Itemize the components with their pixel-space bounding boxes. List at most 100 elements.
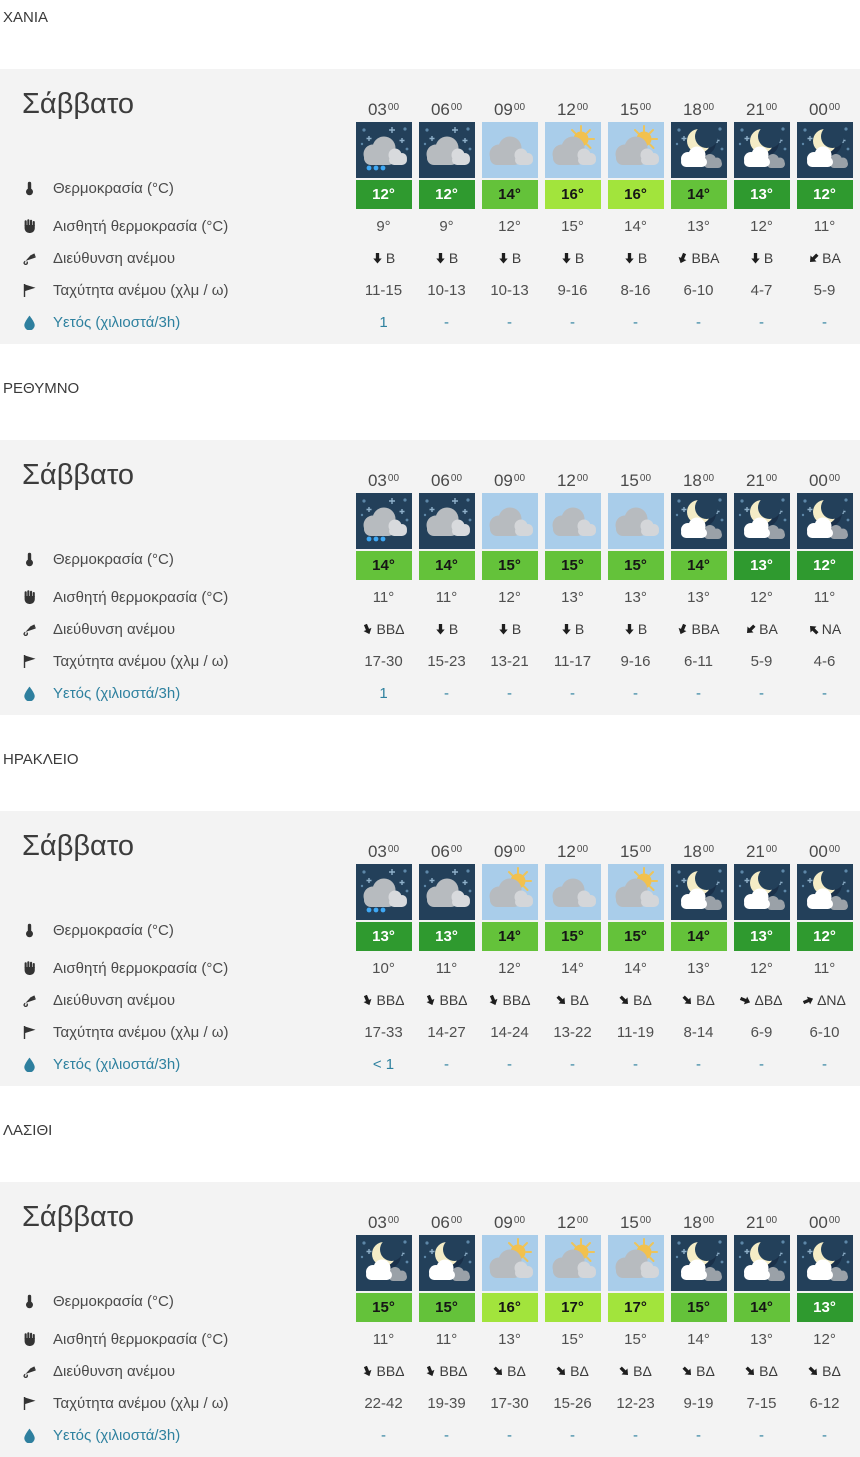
temperature-cell: 15° — [544, 922, 601, 951]
time-hour: 03 — [367, 1213, 387, 1232]
temperature-row: Θερμοκρασία (°C) 14° 14° 15° 15° 15° 14° 13° 12° — [0, 551, 860, 581]
time-hour: 09 — [493, 100, 513, 119]
wind-direction-cell: Β — [415, 250, 478, 266]
weather-icon-night-moon-cloud — [796, 122, 853, 178]
time-header: 15 00 — [604, 101, 667, 119]
wind-speed-label-cell: Ταχύτητα ανέμου (χλμ / ω) — [0, 282, 352, 299]
time-header: 18 00 — [667, 1214, 730, 1232]
wind-direction-abbr: ΒΔ — [570, 1363, 589, 1379]
temperature-cell: 17° — [607, 1293, 664, 1322]
time-header: 09 00 — [478, 101, 541, 119]
temperature-cell: 12° — [796, 922, 853, 951]
weather-icon-cell — [604, 122, 667, 178]
wind-direction-cell: Β — [604, 621, 667, 637]
feels-like-value: 13° — [624, 588, 647, 606]
wind-direction-cell: ΒΒΔ — [415, 1363, 478, 1379]
wind-speed-value: 14-24 — [490, 1023, 529, 1041]
weather-icon-cell — [415, 122, 478, 178]
time-minutes: 00 — [828, 473, 841, 484]
wind-speed-value: 6-9 — [750, 1023, 773, 1041]
row-label: Υετός (χιλιοστά/3h) — [53, 1426, 181, 1444]
time-minutes: 00 — [387, 473, 400, 484]
precipitation-row: Υετός (χιλιοστά/3h) 1 - - - - - - - — [0, 306, 860, 338]
weather-icon-cell — [667, 122, 730, 178]
temperature-cell: 14° — [733, 1293, 790, 1322]
temperature-cell-wrap: 12° — [793, 922, 856, 951]
feels-like-value: 12° — [750, 959, 773, 977]
temperature-cell: 16° — [481, 1293, 538, 1322]
precipitation-value: 1 — [379, 684, 388, 702]
temperature-cell-wrap: 13° — [730, 551, 793, 580]
thermometer-icon — [26, 181, 33, 196]
weather-icon-cell — [793, 122, 856, 178]
feels-like-value: 14° — [624, 959, 647, 977]
feels-like-value: 12° — [813, 1330, 836, 1348]
weather-icon-cell — [352, 493, 415, 549]
wind-direction-cell: ΒΒΔ — [352, 1363, 415, 1379]
weather-icon-night-moon-cloud — [355, 1235, 412, 1291]
weather-icon-cell — [541, 493, 604, 549]
wind-speed-value: 6-12 — [809, 1394, 840, 1412]
temperature-cell: 15° — [670, 1293, 727, 1322]
time-hour: 21 — [745, 100, 765, 119]
wind-direction-abbr: Β — [637, 250, 648, 266]
wind-speed-value: 22-42 — [364, 1394, 403, 1412]
forecast-table: Σάββατο 03 00 06 00 09 00 12 00 15 00 18 00 21 00 00 00 Θ… — [0, 811, 860, 1086]
time-hour: 00 — [808, 471, 828, 490]
temperature-cell-wrap: 12° — [793, 551, 856, 580]
wind-direction-cell: ΒΑ — [730, 621, 793, 637]
time-header: 18 00 — [667, 101, 730, 119]
hand-icon — [24, 589, 35, 604]
time-minutes: 00 — [639, 844, 652, 855]
wind-direction-cell: Β — [541, 621, 604, 637]
time-header: 00 00 — [793, 472, 856, 490]
precipitation-value: - — [444, 1055, 449, 1073]
table-header-row: Σάββατο 03 00 06 00 09 00 12 00 15 00 18 00 21 00 00 00 — [0, 446, 860, 493]
droplet-icon — [24, 315, 35, 330]
temperature-cell-wrap: 13° — [793, 1293, 856, 1322]
wind-speed-value: 6-10 — [683, 281, 714, 299]
weather-icon-cell — [415, 1235, 478, 1291]
wind-arrow-icon — [625, 623, 634, 634]
flag-icon — [23, 654, 36, 668]
wind-arrow-icon — [436, 252, 445, 263]
temperature-cell-wrap: 15° — [415, 1293, 478, 1322]
feels-like-value: 12° — [750, 217, 773, 235]
wind-direction-cell: Β — [730, 250, 793, 266]
wind-speed-label-cell: Ταχύτητα ανέμου (χλμ / ω) — [0, 653, 352, 670]
precipitation-value: - — [444, 313, 449, 331]
precipitation-value: - — [507, 1055, 512, 1073]
temperature-cell-wrap: 15° — [352, 1293, 415, 1322]
temperature-cell: 14° — [481, 922, 538, 951]
wind-direction-row: Διεύθυνση ανέμου ΒΒΔ ΒΒΔ ΒΔ ΒΔ ΒΔ ΒΔ ΒΔ ΒΔ — [0, 1355, 860, 1387]
city-title: ΧΑΝΙΑ — [3, 9, 49, 26]
weather-icon-cell — [352, 1235, 415, 1291]
day-label: Σάββατο — [22, 88, 134, 120]
precipitation-label-cell: Υετός (χιλιοστά/3h) — [0, 314, 352, 331]
precipitation-value: - — [696, 1426, 701, 1444]
wind-direction-abbr: ΝΑ — [821, 621, 842, 637]
temperature-cell: 15° — [607, 551, 664, 580]
wind-arrow-icon — [556, 1365, 566, 1375]
weather-icon-night-moon-cloud — [733, 1235, 790, 1291]
temperature-cell-wrap: 13° — [352, 922, 415, 951]
precipitation-value: - — [759, 684, 764, 702]
wind-direction-cell: ΒΔ — [541, 1363, 604, 1379]
weather-icon-day-cloudy — [481, 493, 538, 549]
precipitation-label-cell: Υετός (χιλιοστά/3h) — [0, 685, 352, 702]
wind-arrow-icon — [682, 1365, 692, 1375]
time-hour: 18 — [682, 471, 702, 490]
temperature-cell-wrap: 12° — [793, 180, 856, 209]
wind-direction-cell: ΒΔ — [793, 1363, 856, 1379]
wind-direction-cell: ΒΒΔ — [415, 992, 478, 1008]
wind-direction-abbr: ΔΝΔ — [817, 992, 846, 1008]
precipitation-value: - — [570, 1055, 575, 1073]
wind-speed-value: 14-27 — [427, 1023, 466, 1041]
wind-direction-cell: ΒΔ — [604, 1363, 667, 1379]
time-hour: 12 — [556, 471, 576, 490]
precipitation-value: - — [507, 313, 512, 331]
thermometer-icon — [26, 1294, 33, 1309]
time-minutes: 00 — [765, 1215, 778, 1226]
temperature-row: Θερμοκρασία (°C) 15° 15° 16° 17° 17° 15° 14° 13° — [0, 1293, 860, 1323]
time-hour: 03 — [367, 842, 387, 861]
